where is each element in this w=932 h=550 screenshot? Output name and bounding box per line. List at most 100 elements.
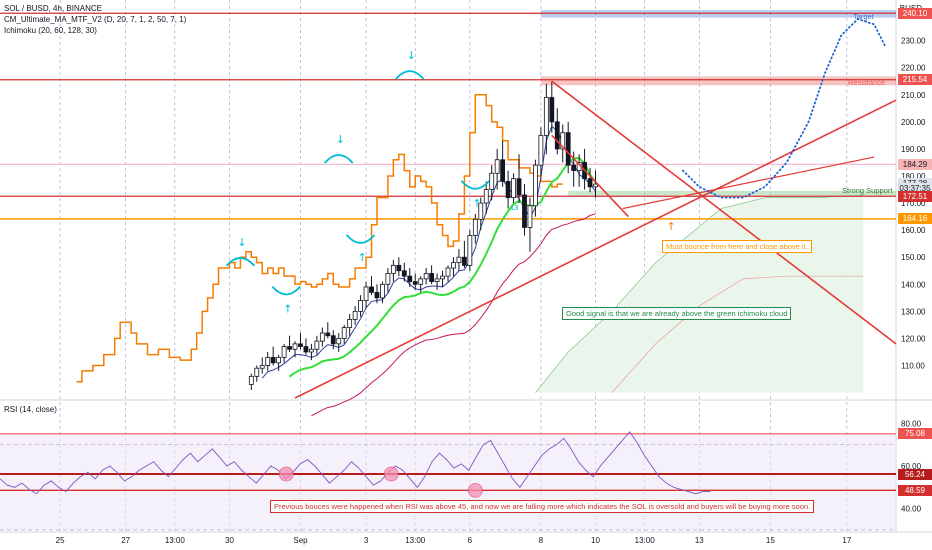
candle-body [259, 365, 265, 369]
candle-body [571, 164, 577, 171]
rsi-badge: 48.59 [898, 484, 932, 496]
candle-body [429, 273, 435, 282]
indicator-ichimoku-label[interactable]: Ichimoku (20, 60, 128, 30) [4, 26, 97, 35]
candle-body [560, 132, 566, 150]
time-tick-label: 27 [121, 536, 130, 545]
bounce-arc [225, 257, 256, 267]
candle-body [347, 319, 353, 329]
descending-channel-lower [551, 134, 629, 218]
time-tick-label: 3 [364, 536, 369, 545]
rsi-indicator-label[interactable]: RSI (14, close) [4, 405, 57, 414]
time-tick-label: 25 [56, 536, 65, 545]
rsi-bounce-marker [467, 482, 483, 498]
support-trendline [622, 156, 875, 210]
indicator-ma-label[interactable]: CM_Ultimate_MA_MTF_V2 (D, 20, 7, 1, 2, 5… [4, 15, 187, 24]
rsi-tick-label: 60.00 [901, 462, 922, 471]
candle-body [292, 343, 298, 350]
price-tick-label: 210.00 [901, 91, 926, 100]
time-tick-label: 10 [591, 536, 600, 545]
candle-body [461, 256, 467, 266]
rsi-annotation: Previous bouces were happened when RSI w… [270, 500, 815, 513]
candle-body [281, 346, 287, 358]
resistance-zone [540, 76, 896, 86]
price-tick-label: 160.00 [901, 226, 926, 235]
candle-body [587, 178, 593, 188]
time-tick-label: 15 [766, 536, 775, 545]
up-arrow-icon: ↑ [358, 251, 367, 264]
bounce-arc [460, 180, 490, 190]
ichimoku-span-b [611, 275, 864, 393]
candle-body [319, 332, 325, 342]
price-badge: 240.10 [898, 7, 932, 19]
bounce-arc [345, 234, 376, 244]
up-arrow-icon: ↑ [472, 197, 481, 210]
candle-body [472, 218, 478, 236]
candle-body [270, 356, 276, 364]
ichimoku-cloud-edge [535, 194, 864, 393]
candle-body [516, 178, 522, 196]
candle-body [467, 235, 473, 266]
candle-body [511, 178, 516, 199]
candle-body [412, 281, 418, 285]
orange-overlay-line [76, 94, 563, 383]
price-tick-label: 120.00 [901, 334, 926, 343]
price-badge: 184.29 [898, 158, 932, 170]
ascending-trendline [294, 99, 897, 399]
candle-body [385, 273, 391, 285]
time-tick-label: 8 [539, 536, 544, 545]
price-badge: 164.16 [898, 213, 932, 225]
candle-body [418, 278, 424, 285]
candle-body [440, 275, 445, 280]
rsi-tick-label: 80.00 [901, 419, 922, 428]
candle-body [527, 205, 533, 228]
rsi-line [0, 431, 711, 495]
candle-body [401, 270, 407, 277]
candle-body [330, 335, 336, 345]
candle-body [423, 273, 429, 280]
candle-body [538, 134, 544, 166]
candle-body [500, 159, 506, 182]
green-ma-line [288, 157, 597, 378]
candle-body [352, 310, 358, 320]
target-annotation: Target [853, 12, 874, 21]
rsi-bounce-marker [278, 466, 294, 482]
rsi-tick-label: 40.00 [901, 505, 922, 514]
price-badge: 215.54 [898, 74, 932, 86]
crimson-lagging-line [311, 213, 596, 417]
candle-body [276, 356, 282, 364]
time-tick-label: 13:00 [165, 536, 186, 545]
price-badge: 03:37:35 [898, 183, 932, 195]
candle-body [374, 292, 380, 299]
candle-body [565, 132, 571, 166]
price-tick-label: 110.00 [901, 362, 925, 371]
time-tick-label: 30 [225, 536, 234, 545]
price-tick-label: 130.00 [901, 307, 926, 316]
rsi-badge: 56.24 [898, 468, 932, 480]
strong-support-annotation: Strong Support [842, 186, 893, 195]
candle-body [434, 278, 440, 282]
up-arrow-icon: ↑ [283, 302, 292, 315]
candle-body [369, 286, 374, 293]
candle-body [248, 375, 254, 385]
ichimoku-cloud-annotation: Good signal is that we are already above… [562, 307, 792, 320]
candle-body [380, 283, 385, 299]
candle-body [478, 202, 484, 220]
candle-body [314, 340, 320, 350]
orange-up-arrow-icon: ↑ [667, 220, 676, 233]
candle-body [554, 121, 560, 150]
resistance-annotation: Resistance [848, 78, 886, 87]
time-tick-label: 6 [468, 536, 473, 545]
candle-body [483, 189, 489, 204]
candle-body [494, 159, 500, 174]
candle-body [390, 264, 396, 274]
price-badge: 172.51 [898, 190, 932, 202]
price-tick-label: 190.00 [901, 145, 926, 154]
descending-channel-upper [551, 80, 897, 345]
time-tick-label: 13 [695, 536, 704, 545]
strong-support-zone [568, 190, 896, 196]
price-tick-label: 140.00 [901, 280, 926, 289]
candle-body [363, 286, 369, 301]
time-tick-label: 13:00 [635, 536, 656, 545]
